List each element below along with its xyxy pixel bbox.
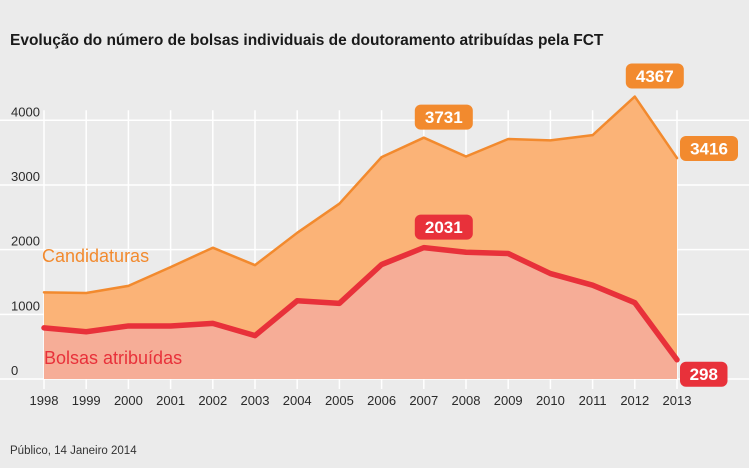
series-lines [41, 95, 680, 363]
callout-2007-0: 3731 [414, 104, 473, 130]
line-series-0 [42, 95, 679, 295]
series-label-1: Bolsas atribuídas [44, 348, 182, 368]
y-tick-label: 0 [11, 363, 18, 378]
x-axis-ticks: 1998 1999 2000 2001 2002 2003 2004 2005 2006 2007… [30, 393, 692, 408]
x-tick-label: 2002 [198, 393, 227, 408]
x-tick-label: 1998 [30, 393, 59, 408]
area-fills [44, 96, 677, 379]
y-tick-label: 3000 [11, 169, 40, 184]
callout-box [680, 361, 728, 387]
callout-2012-0: 4367 [625, 63, 684, 89]
x-tick-label: 2003 [241, 393, 270, 408]
x-tick-label: 2013 [663, 393, 692, 408]
callout-box [414, 214, 473, 240]
chart-title: Evolução do número de bolsas individuais… [10, 32, 604, 49]
callout-value: 298 [690, 365, 718, 384]
callout-2013-0: 3416 [680, 136, 738, 162]
y-tick-label: 2000 [11, 234, 40, 249]
callout-2013-1: 298 [680, 361, 728, 387]
callout-value: 2031 [425, 218, 463, 237]
source-note: Público, 14 Janeiro 2014 [10, 445, 137, 457]
x-tick-label: 2011 [579, 393, 607, 408]
data-callouts: 3731 4367 3416 2031 298 [414, 63, 738, 387]
y-axis-ticks: 0 1000 2000 3000 4000 [11, 104, 40, 378]
x-tick-label: 2006 [367, 393, 396, 408]
x-tick-label: 1999 [72, 393, 101, 408]
area-series-1 [44, 247, 677, 379]
x-tick-label: 2004 [283, 393, 312, 408]
x-tick-label: 2005 [325, 393, 354, 408]
x-tick-label: 2001 [156, 393, 185, 408]
callout-2007-1: 2031 [414, 214, 473, 240]
callout-box [414, 104, 473, 130]
x-tick-label: 2010 [536, 393, 565, 408]
series-label-0: Candidaturas [42, 246, 149, 266]
callout-box [680, 136, 738, 162]
callout-value: 3416 [690, 140, 728, 159]
x-tick-label: 2008 [452, 393, 481, 408]
callout-value: 4367 [636, 67, 674, 86]
series-labels: Candidaturas Bolsas atribuídas [42, 246, 182, 368]
x-tick-label: 2012 [620, 393, 649, 408]
x-tick-label: 2009 [494, 393, 523, 408]
callout-value: 3731 [425, 108, 463, 127]
y-tick-label: 1000 [11, 298, 40, 313]
line-series-1 [41, 244, 680, 363]
x-tick-label: 2000 [114, 393, 143, 408]
callout-box [625, 63, 684, 89]
y-tick-label: 4000 [11, 104, 40, 119]
x-tick-label: 2007 [409, 393, 438, 408]
